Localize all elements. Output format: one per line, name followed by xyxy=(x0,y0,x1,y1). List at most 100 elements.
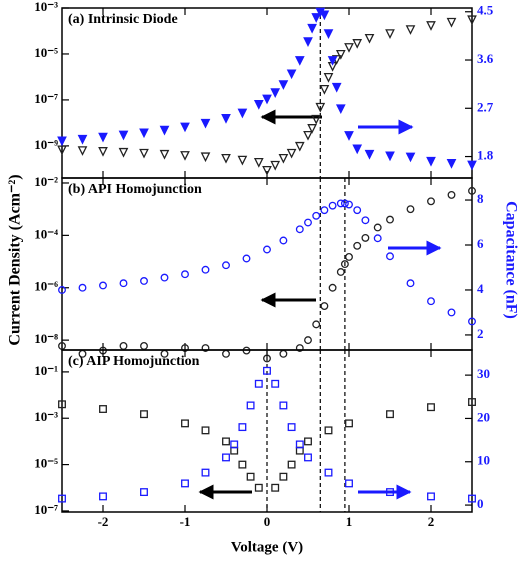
marker xyxy=(99,281,107,290)
marker xyxy=(254,483,263,492)
y-tick-label: 10⁻⁵ xyxy=(34,456,58,471)
marker xyxy=(181,270,189,279)
marker xyxy=(345,252,353,261)
marker xyxy=(221,153,231,164)
marker xyxy=(361,233,370,242)
y2-tick-label: 4 xyxy=(477,281,484,296)
marker xyxy=(427,197,435,206)
marker xyxy=(406,279,415,288)
marker xyxy=(468,398,476,406)
marker xyxy=(345,479,353,488)
marker xyxy=(238,460,247,469)
y-tick-label: 10⁻² xyxy=(34,174,58,189)
y2-tick-label: 2 xyxy=(477,326,484,341)
marker xyxy=(200,152,211,163)
marker xyxy=(385,151,395,162)
marker xyxy=(58,341,66,350)
marker xyxy=(295,344,304,352)
marker xyxy=(340,260,349,269)
marker xyxy=(468,494,476,503)
y2-tick-label: 8 xyxy=(477,191,484,206)
y-tick-label: 10⁻⁷ xyxy=(34,502,58,517)
y2-tick-label: 1.8 xyxy=(477,148,494,163)
marker xyxy=(253,157,264,168)
marker xyxy=(98,147,108,157)
marker xyxy=(58,494,66,503)
marker xyxy=(345,419,353,428)
marker xyxy=(270,160,281,171)
y-tick-label: 10⁻¹ xyxy=(34,363,58,378)
marker xyxy=(344,43,354,53)
marker xyxy=(181,479,189,488)
marker xyxy=(323,72,334,83)
marker xyxy=(361,216,370,225)
marker xyxy=(98,132,108,143)
marker xyxy=(364,33,375,44)
y2-tick-label: 4.5 xyxy=(477,3,494,18)
marker xyxy=(364,149,375,160)
marker xyxy=(312,320,321,329)
y-tick-label: 10⁻⁵ xyxy=(34,45,58,60)
marker xyxy=(386,488,394,497)
marker xyxy=(201,265,210,274)
marker xyxy=(58,286,66,294)
marker xyxy=(262,94,272,105)
y2-axis-label: Capacitance (nF) xyxy=(502,201,519,319)
marker xyxy=(352,144,363,155)
marker xyxy=(99,492,107,501)
y-axis-label: Current Density (Acm⁻²) xyxy=(7,174,24,345)
marker xyxy=(311,13,322,23)
marker xyxy=(279,236,288,245)
marker xyxy=(270,88,281,98)
marker xyxy=(353,206,362,215)
annotation-arrows xyxy=(198,109,442,500)
marker xyxy=(295,440,304,449)
marker xyxy=(77,146,88,156)
marker xyxy=(320,206,329,215)
marker xyxy=(327,56,338,66)
marker xyxy=(345,200,353,209)
y2-tick-label: 3.6 xyxy=(477,51,494,66)
marker xyxy=(446,17,457,28)
marker xyxy=(263,366,271,375)
marker xyxy=(320,302,329,311)
marker xyxy=(118,147,129,158)
marker xyxy=(303,37,313,48)
marker xyxy=(315,102,326,113)
marker xyxy=(319,85,330,95)
marker xyxy=(286,148,297,159)
y-tick-label: 10⁻⁴ xyxy=(34,226,58,241)
marker xyxy=(279,349,288,358)
marker xyxy=(262,165,272,176)
marker xyxy=(386,410,394,419)
marker xyxy=(324,426,333,435)
marker xyxy=(279,472,288,481)
marker xyxy=(200,118,211,129)
marker xyxy=(139,148,149,159)
x-tick-label: 0 xyxy=(264,514,271,529)
marker xyxy=(201,344,210,352)
y-tick-label: 10⁻³ xyxy=(34,409,58,424)
marker xyxy=(237,155,248,166)
y2-tick-label: 2.7 xyxy=(477,99,494,114)
marker xyxy=(230,440,239,449)
series xyxy=(57,15,477,176)
y2-tick-label: 10 xyxy=(477,453,490,468)
marker xyxy=(386,252,394,261)
marker xyxy=(180,151,190,161)
marker xyxy=(222,453,230,462)
marker xyxy=(303,130,313,141)
marker xyxy=(312,211,321,220)
marker xyxy=(221,113,231,124)
series xyxy=(58,199,476,326)
marker xyxy=(319,10,330,21)
y2-tick-label: 30 xyxy=(477,366,490,381)
marker xyxy=(344,131,354,141)
marker xyxy=(271,483,280,492)
marker xyxy=(159,125,170,136)
marker xyxy=(328,283,337,292)
marker xyxy=(353,241,362,250)
marker xyxy=(246,401,255,410)
marker xyxy=(307,124,317,134)
